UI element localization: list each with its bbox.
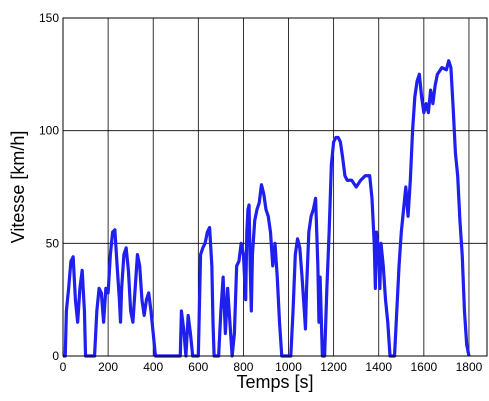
y-axis-label: Vitesse [km/h] <box>8 131 28 244</box>
x-tick-label: 800 <box>233 360 253 374</box>
x-axis-label: Temps [s] <box>236 372 313 392</box>
x-tick-label: 1800 <box>456 360 483 374</box>
x-tick-label: 400 <box>143 360 163 374</box>
y-tick-label: 50 <box>46 236 60 250</box>
x-tick-label: 0 <box>60 360 67 374</box>
y-tick-label: 150 <box>39 11 59 25</box>
plot-frame <box>62 17 488 357</box>
x-tick-label: 1200 <box>320 360 347 374</box>
x-tick-label: 1000 <box>275 360 302 374</box>
speed-line <box>63 59 471 358</box>
x-tick-label: 600 <box>188 360 208 374</box>
x-tick-label: 1600 <box>410 360 437 374</box>
y-tick-label: 0 <box>52 349 59 363</box>
y-tick-label: 100 <box>39 124 59 138</box>
x-tick-label: 1400 <box>365 360 392 374</box>
x-tick-label: 200 <box>98 360 118 374</box>
plot-area <box>63 18 487 356</box>
